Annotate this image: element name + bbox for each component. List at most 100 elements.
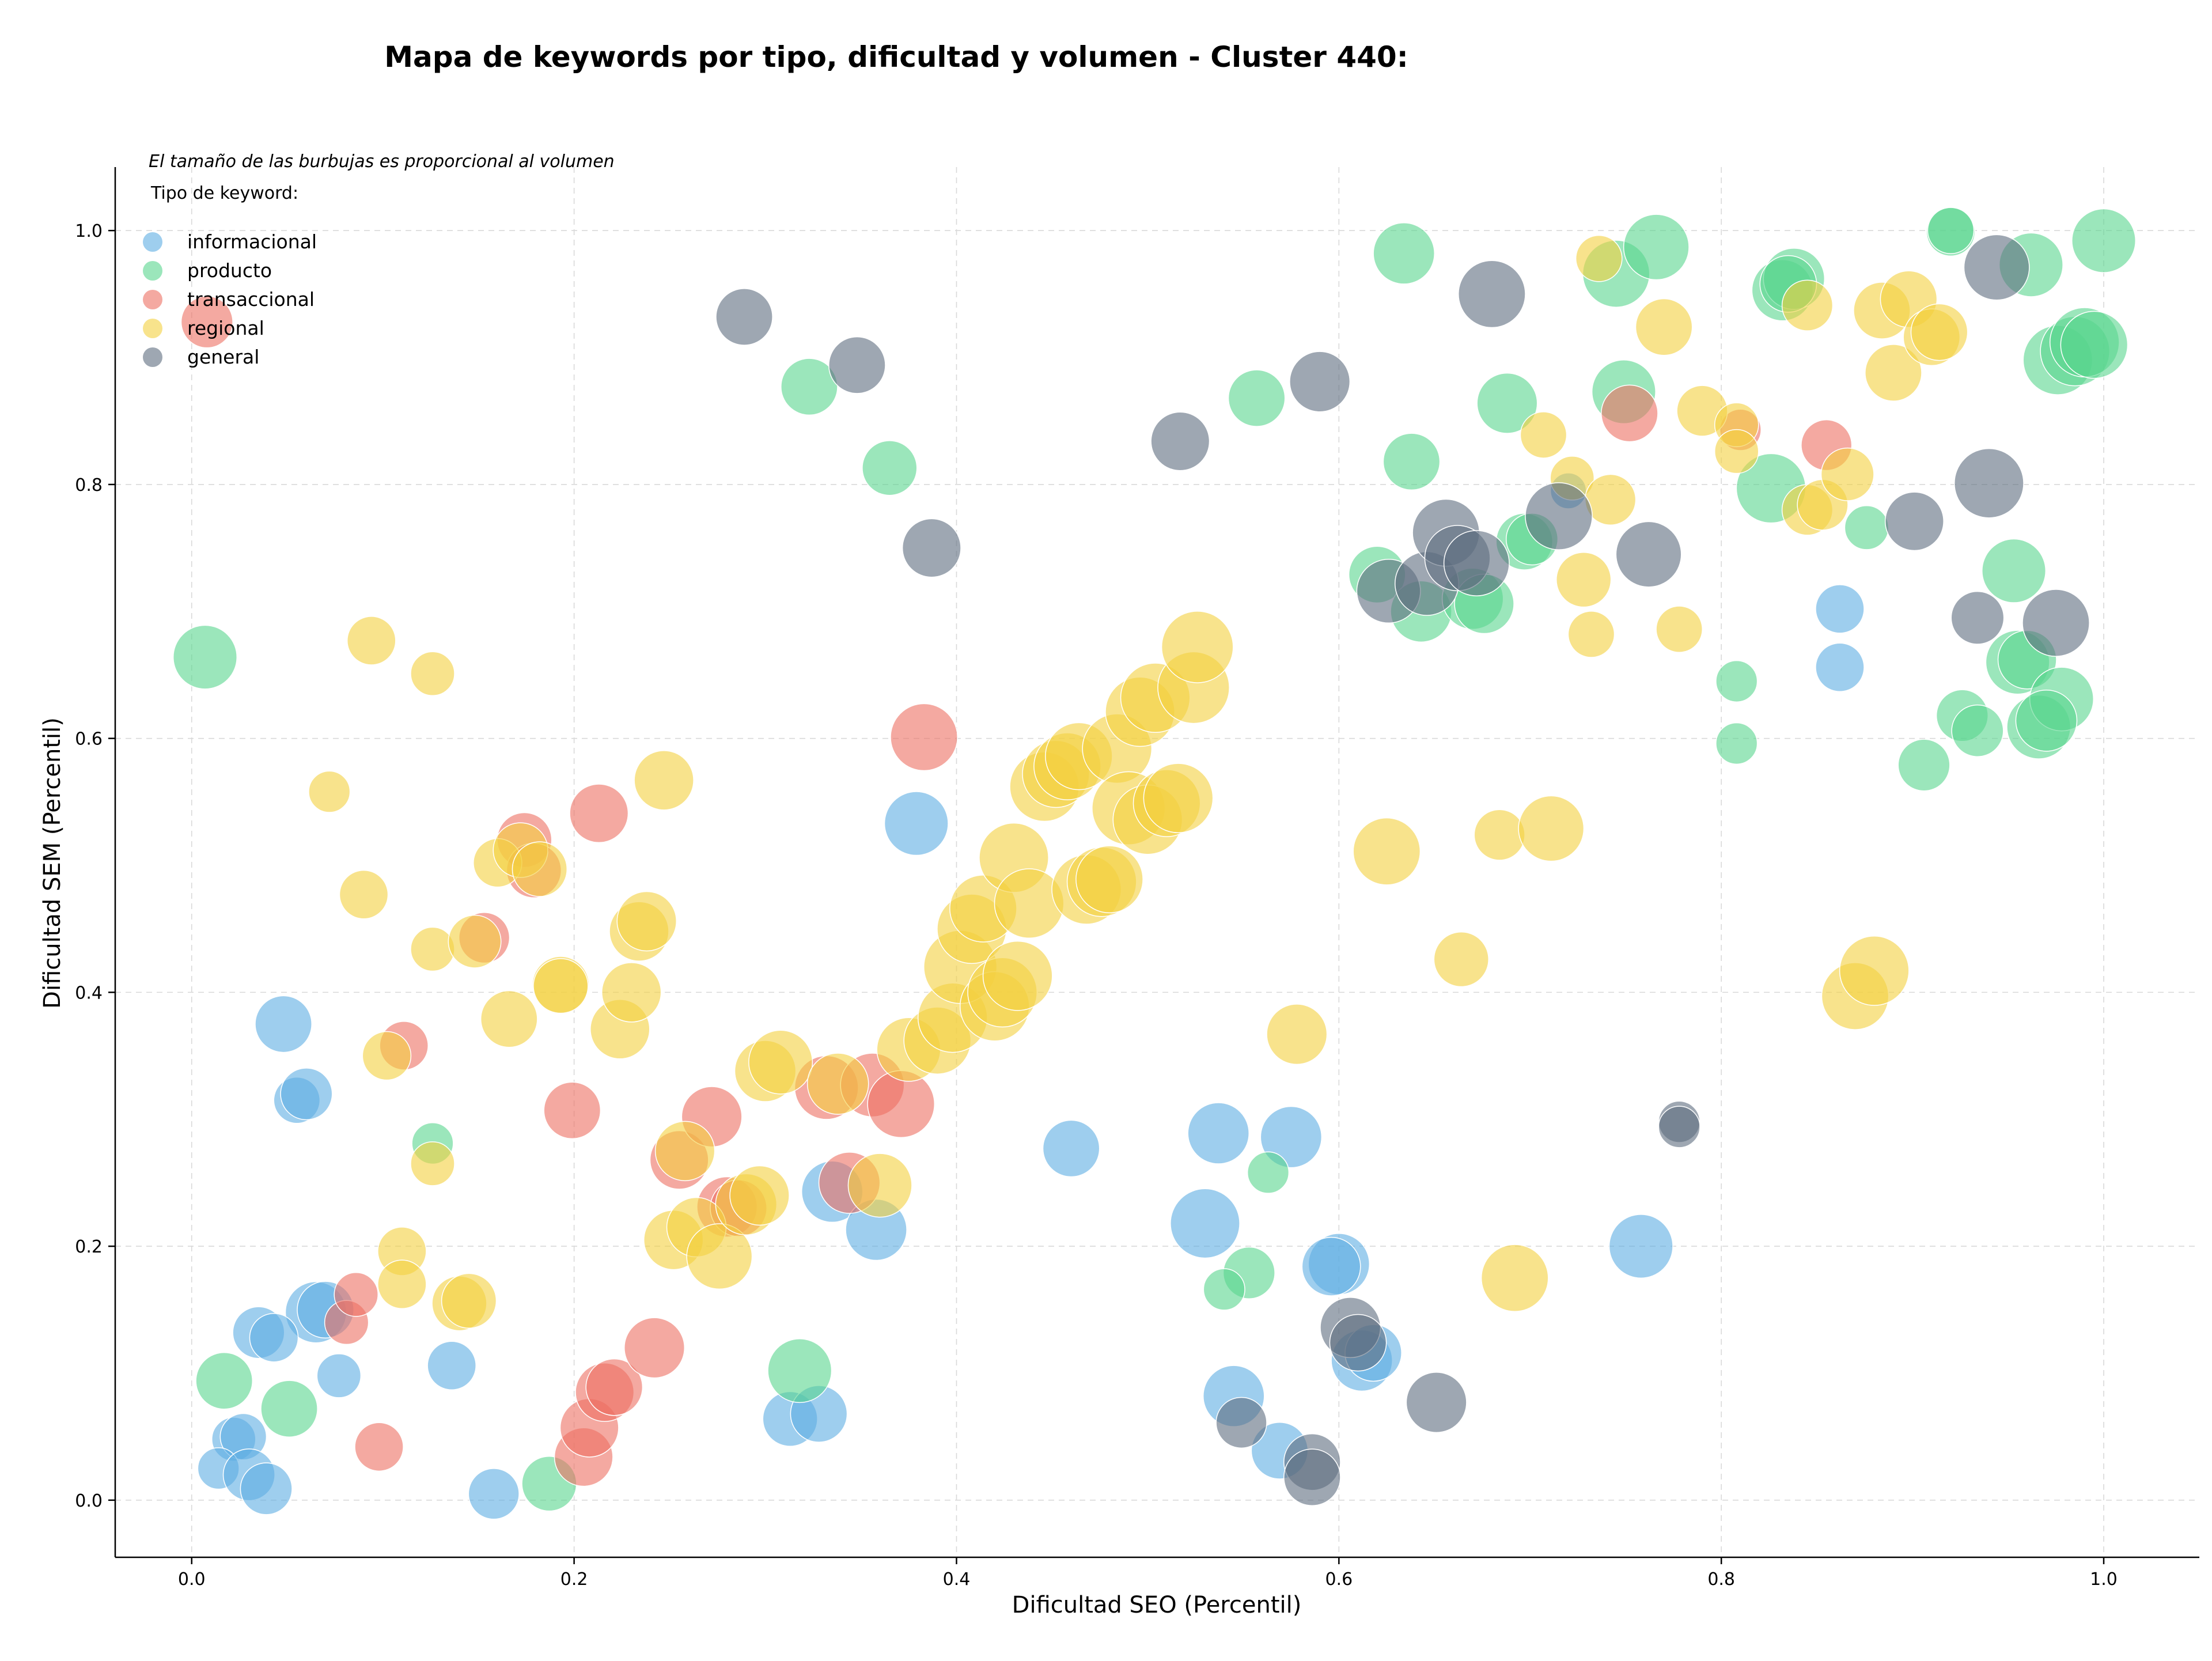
bubble-regional <box>1781 279 1834 331</box>
bubble-regional <box>806 1053 869 1115</box>
y-tick-label: 0.4 <box>75 983 103 1003</box>
bubble-transaccional <box>585 1358 643 1416</box>
bubble-regional <box>1353 817 1421 886</box>
legend-marker-regional <box>143 319 162 338</box>
bubble-regional <box>1556 551 1612 608</box>
bubble-transaccional <box>569 784 629 843</box>
bubble-producto <box>2060 311 2128 379</box>
bubble-general <box>1283 1448 1341 1507</box>
bubble-general <box>1443 530 1510 596</box>
bubble-regional <box>686 1223 753 1290</box>
bubble-regional <box>1656 606 1703 653</box>
bubbles <box>172 207 2137 1520</box>
bubble-informacional <box>240 1462 293 1515</box>
bubble-informacional <box>249 1312 299 1363</box>
bubble-regional <box>1584 474 1637 526</box>
bubble-regional <box>847 1153 912 1218</box>
bubble-regional <box>654 1121 715 1182</box>
legend-label-transaccional: transaccional <box>187 288 315 311</box>
bubble-general <box>1329 1314 1387 1372</box>
bubble-regional <box>512 841 568 897</box>
bubble-regional <box>1865 344 1922 402</box>
y-tick-label: 0.2 <box>75 1237 103 1257</box>
bubble-regional <box>339 869 389 920</box>
bubble-general <box>1150 411 1210 471</box>
bubble-producto <box>1382 433 1441 491</box>
bubble-informacional <box>1187 1102 1250 1164</box>
bubble-producto <box>862 440 918 496</box>
bubble-regional <box>601 962 662 1023</box>
bubble-regional <box>410 1141 455 1186</box>
bubble-informacional <box>427 1341 476 1391</box>
bubble-general <box>1615 521 1682 588</box>
bubble-transaccional <box>543 1081 601 1140</box>
bubble-regional <box>634 750 694 811</box>
bubble-producto <box>172 625 238 690</box>
x-tick-label: 0.8 <box>1707 1569 1735 1590</box>
legend-title: Tipo de keyword: <box>150 183 298 203</box>
x-tick-label: 0.6 <box>1325 1569 1353 1590</box>
y-tick-label: 0.0 <box>75 1491 103 1511</box>
bubble-regional <box>982 940 1053 1011</box>
bubble-regional <box>1518 795 1585 862</box>
chart-title: Mapa de keywords por tipo, dificultad y … <box>384 40 1408 74</box>
legend-label-general: general <box>187 346 259 368</box>
bubble-regional <box>308 770 351 813</box>
legend-label-regional: regional <box>187 317 264 339</box>
legend-label-producto: producto <box>187 259 272 282</box>
legend-marker-informacional <box>143 232 162 252</box>
bubble-informacional <box>1608 1214 1673 1279</box>
bubble-producto <box>1715 660 1758 703</box>
bubble-regional <box>1910 303 1968 361</box>
legend: informacional producto transaccional region… <box>143 230 317 368</box>
bubble-informacional <box>1815 642 1865 693</box>
x-tick-label: 1.0 <box>2090 1569 2118 1590</box>
bubble-general <box>1963 234 2030 301</box>
bubble-transaccional <box>890 703 958 771</box>
bubble-producto <box>195 1352 253 1410</box>
bubble-regional <box>448 914 502 968</box>
y-tick-label: 1.0 <box>75 221 103 241</box>
bubble-informacional <box>316 1353 362 1398</box>
x-ticks: 0.0 0.2 0.4 0.6 0.8 1.0 <box>178 1557 2118 1590</box>
bubble-regional <box>1480 1244 1549 1312</box>
bubble-regional <box>346 616 396 665</box>
legend-label-informacional: informacional <box>187 230 317 253</box>
bubble-producto <box>1715 722 1758 765</box>
bubble-regional <box>1839 936 1910 1006</box>
bubble-regional <box>616 891 677 952</box>
legend-marker-general <box>143 347 162 367</box>
bubble-regional <box>533 958 589 1014</box>
bubble-general <box>1953 448 2024 519</box>
bubble-general <box>1215 1397 1267 1449</box>
bubble-producto <box>2071 208 2137 273</box>
bubble-general <box>1525 482 1593 550</box>
bubble-producto <box>1203 1268 1245 1311</box>
bubble-regional <box>1820 447 1874 501</box>
bubble-regional <box>1266 1004 1328 1065</box>
x-tick-label: 0.4 <box>943 1569 971 1590</box>
bubble-regional <box>410 651 455 697</box>
bubble-producto <box>1373 222 1435 285</box>
legend-marker-producto <box>143 261 162 281</box>
bubble-general <box>1289 351 1351 413</box>
bubble-regional <box>1075 845 1143 914</box>
bubble-general <box>828 336 886 394</box>
bubble-regional <box>1520 411 1567 459</box>
bubble-producto <box>1623 214 1690 281</box>
bubble-general <box>1884 491 1944 551</box>
bubble-transaccional <box>334 1272 379 1317</box>
y-axis-label: Dificultad SEM (Percentil) <box>39 717 66 1009</box>
bubble-regional <box>410 926 455 972</box>
x-tick-label: 0.2 <box>560 1569 588 1590</box>
bubble-regional <box>480 990 538 1048</box>
y-tick-label: 0.8 <box>75 475 103 495</box>
bubble-regional <box>441 1273 497 1329</box>
bubble-regional <box>729 1165 790 1226</box>
bubble-transaccional <box>354 1422 404 1472</box>
bubble-producto <box>1982 538 2047 603</box>
bubble-general <box>902 518 961 578</box>
bubble-informacional <box>1170 1188 1240 1259</box>
bubble-producto <box>1951 704 2004 757</box>
